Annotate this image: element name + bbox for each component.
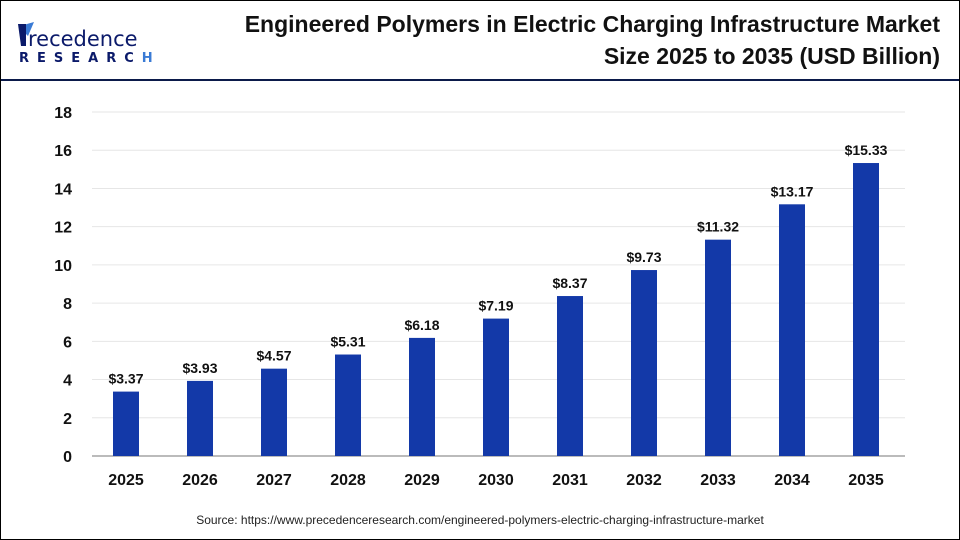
x-tick-label: 2035 [848,472,884,489]
data-label: $13.17 [771,183,814,199]
bar-2026 [187,380,213,456]
source-text: Source: https://www.precedenceresearch.c… [196,513,764,527]
y-tick-label: 8 [63,296,72,313]
data-label: $3.93 [182,360,217,376]
x-tick-label: 2033 [700,472,736,489]
x-tick-label: 2025 [108,472,144,489]
data-label: $8.37 [552,275,587,291]
data-label: $7.19 [478,298,513,314]
x-tick-label: 2026 [182,472,218,489]
y-tick-label: 18 [54,105,72,122]
bar-2027 [261,368,287,456]
bar-2025 [113,391,139,456]
bar-2034 [779,204,805,456]
title-line-2: Size 2025 to 2035 (USD Billion) [603,43,940,69]
y-tick-label: 14 [54,181,72,198]
bar-2029 [409,337,435,456]
svg-text:RESEARCH: RESEARCH [19,51,161,64]
data-label: $15.33 [845,142,888,158]
bar-2028 [335,354,361,456]
svg-text:recedence: recedence [28,27,138,51]
header-divider [1,79,959,81]
bar-2035 [853,163,879,456]
x-tick-label: 2028 [330,472,366,489]
x-tick-label: 2027 [256,472,292,489]
x-tick-label: 2032 [626,472,662,489]
x-tick-label: 2034 [774,472,810,489]
bar-2030 [483,318,509,456]
bar-2032 [631,270,657,456]
x-tick-label: 2030 [478,472,514,489]
chart-title: Engineered Polymers in Electric Charging… [180,8,940,72]
title-line-1: Engineered Polymers in Electric Charging… [244,11,940,37]
y-tick-label: 2 [63,411,72,428]
y-tick-label: 0 [63,449,72,466]
data-label: $5.31 [330,334,365,350]
bar-2031 [557,296,583,456]
data-label: $9.73 [626,249,661,265]
data-label: $4.57 [256,348,291,364]
y-tick-label: 10 [54,258,72,275]
y-tick-label: 12 [54,220,72,237]
x-tick-label: 2029 [404,472,440,489]
y-tick-label: 4 [63,373,72,390]
y-tick-label: 16 [54,143,72,160]
brand-logo: recedence RESEARCH [16,18,161,66]
x-tick-label: 2031 [552,472,588,489]
data-label: $11.32 [697,219,739,235]
y-tick-label: 6 [63,334,72,351]
data-label: $3.37 [108,371,143,387]
bar-2033 [705,239,731,456]
data-label: $6.18 [404,317,439,333]
